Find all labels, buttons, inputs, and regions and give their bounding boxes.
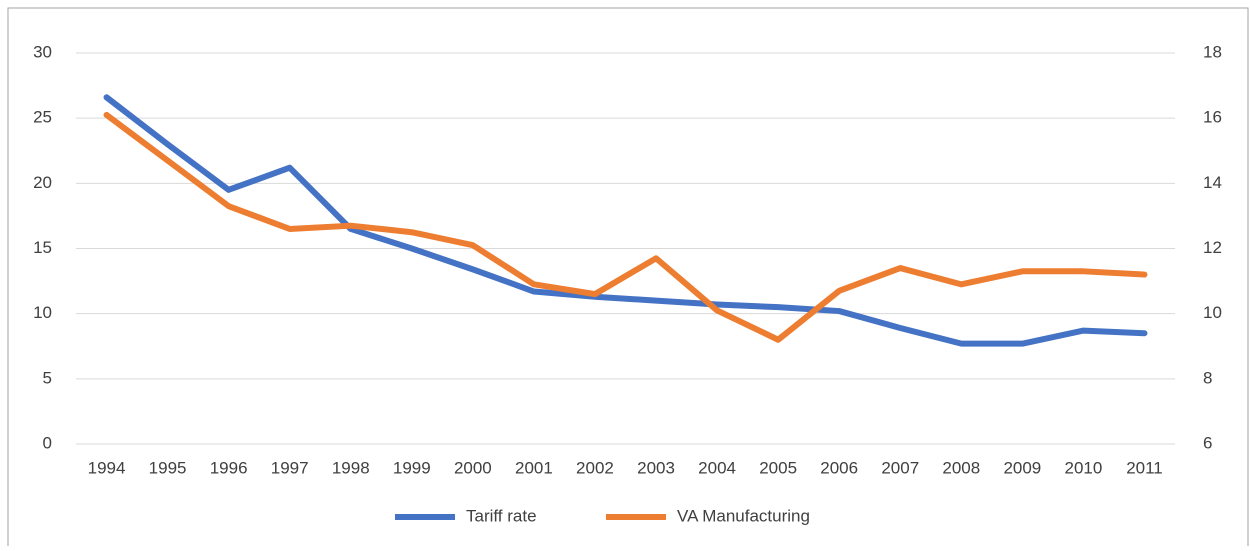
x-tick-label: 1994 xyxy=(88,458,126,477)
x-tick-label: 1995 xyxy=(149,458,187,477)
y-tick-label: 5 xyxy=(43,368,52,387)
y-tick-label: 25 xyxy=(33,108,52,127)
y-tick-label: 15 xyxy=(33,238,52,257)
x-tick-label: 1999 xyxy=(393,458,431,477)
x-tick-label: 2000 xyxy=(454,458,492,477)
y2-tick-label: 14 xyxy=(1203,173,1222,192)
x-tick-label: 1997 xyxy=(271,458,309,477)
chart-border xyxy=(7,7,1249,551)
legend-label: Tariff rate xyxy=(466,506,537,525)
x-tick-label: 2002 xyxy=(576,458,614,477)
y-tick-label: 10 xyxy=(33,303,52,322)
x-tick-label: 1998 xyxy=(332,458,370,477)
x-tick-label: 2007 xyxy=(881,458,919,477)
legend-label: VA Manufacturing xyxy=(677,506,810,525)
x-tick-label: 2005 xyxy=(759,458,797,477)
series-line xyxy=(103,111,1148,343)
y-tick-label: 0 xyxy=(43,433,52,452)
x-tick-label: 2006 xyxy=(820,458,858,477)
x-tick-label: 2001 xyxy=(515,458,553,477)
y-tick-label: 30 xyxy=(33,42,52,61)
x-tick-label: 2004 xyxy=(698,458,736,477)
y2-tick-label: 16 xyxy=(1203,108,1222,127)
x-tick-label: 2008 xyxy=(942,458,980,477)
x-tick-label: 2003 xyxy=(637,458,675,477)
x-tick-label: 2011 xyxy=(1126,458,1163,477)
y-tick-label: 20 xyxy=(33,173,52,192)
y2-tick-label: 10 xyxy=(1203,303,1222,322)
y2-tick-label: 8 xyxy=(1203,368,1212,387)
x-tick-label: 2009 xyxy=(1003,458,1041,477)
y2-tick-label: 6 xyxy=(1203,433,1212,452)
series-line xyxy=(103,94,1148,347)
x-tick-label: 1996 xyxy=(210,458,248,477)
x-tick-label: 2010 xyxy=(1065,458,1103,477)
y2-tick-label: 18 xyxy=(1203,42,1222,61)
y2-tick-label: 12 xyxy=(1203,238,1222,257)
